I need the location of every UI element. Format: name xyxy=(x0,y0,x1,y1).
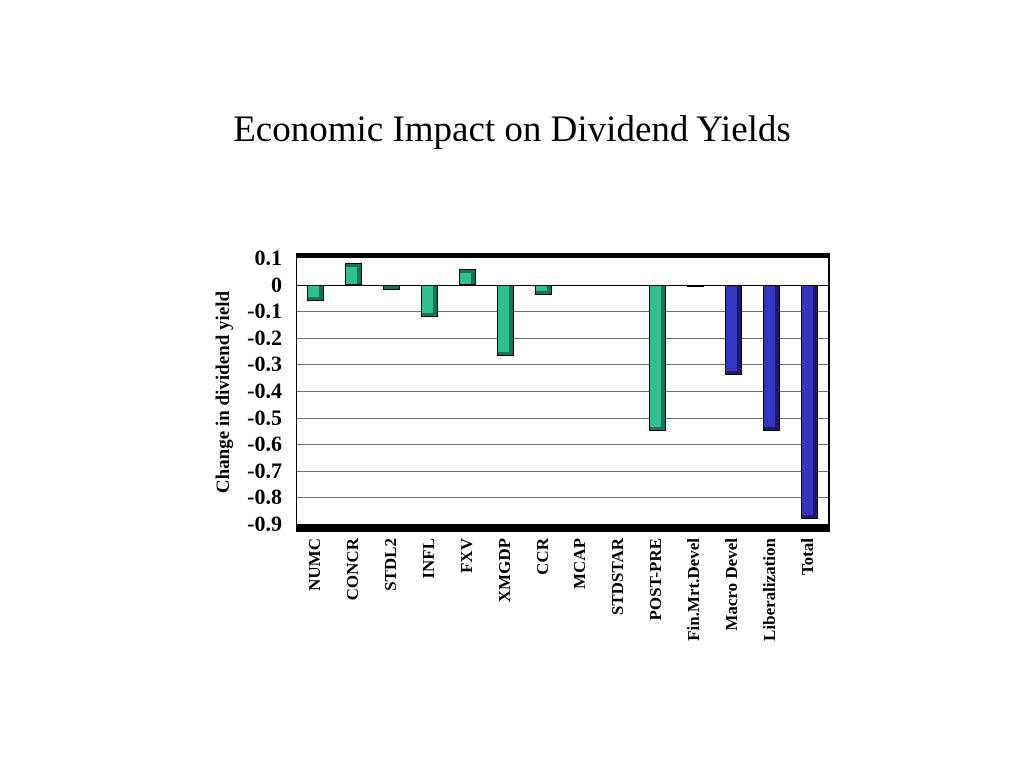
bar-Total xyxy=(800,284,818,519)
bar-NUMC xyxy=(307,284,325,301)
y-tick-label: -0.6 xyxy=(247,431,282,457)
x-tick-label: FXV xyxy=(456,538,476,573)
bar-STDL2 xyxy=(383,284,401,290)
plot-area xyxy=(296,253,830,532)
x-tick-label: Fin.Mrt.Devel xyxy=(684,538,704,641)
x-tick-label: MCAP xyxy=(570,538,590,589)
y-tick-label: -0.7 xyxy=(247,457,282,483)
gridline xyxy=(297,470,828,472)
bar-Liberalization xyxy=(762,284,780,431)
x-tick-label: POST-PRE xyxy=(646,538,666,621)
gridline xyxy=(297,337,828,339)
gridline xyxy=(297,364,828,366)
bar-Macro Devel xyxy=(724,284,742,376)
bar-XMGDP xyxy=(497,284,515,357)
x-tick-label: Total xyxy=(798,538,818,576)
gridline xyxy=(297,311,828,313)
slide-title: Economic Impact on Dividend Yields xyxy=(233,109,791,150)
y-tick-label: -0.9 xyxy=(247,511,282,536)
y-tick-label: -0.2 xyxy=(247,324,282,350)
gridline xyxy=(297,444,828,446)
x-tick-label: STDL2 xyxy=(380,538,400,591)
bar-CCR xyxy=(535,284,553,296)
y-axis-tick-labels: 0.1 0 -0.1 -0.2 -0.3 -0.4 -0.5 -0.6 -0.7 -0.8 -0.9 xyxy=(170,245,288,538)
x-tick-label: INFL xyxy=(418,538,438,579)
bar-POST-PRE xyxy=(648,284,666,431)
gridline xyxy=(297,391,828,392)
gridline xyxy=(297,417,828,419)
gridline xyxy=(297,497,828,499)
x-tick-label: Macro Devel xyxy=(722,538,742,631)
x-tick-label: NUMC xyxy=(304,538,324,591)
y-tick-label: -0.3 xyxy=(247,351,282,377)
zero-line xyxy=(297,284,828,286)
bar-FXV xyxy=(459,268,477,285)
y-tick-label: -0.5 xyxy=(247,404,282,430)
bar-Fin.Mrt.Devel xyxy=(686,284,704,288)
x-tick-label: STDSTAR xyxy=(608,538,628,616)
bar-CONCR xyxy=(345,263,363,285)
y-tick-label: -0.4 xyxy=(247,378,282,403)
x-tick-label: XMGDP xyxy=(494,538,514,603)
y-tick-label: -0.1 xyxy=(247,298,282,324)
y-tick-label: 0.1 xyxy=(254,245,283,270)
x-tick-label: CCR xyxy=(532,538,552,575)
y-tick-label: 0 xyxy=(271,271,282,297)
x-tick-label: Liberalization xyxy=(760,538,780,641)
y-tick-label: -0.8 xyxy=(247,484,282,510)
bar-INFL xyxy=(421,284,439,317)
x-tick-label: CONCR xyxy=(342,538,362,601)
